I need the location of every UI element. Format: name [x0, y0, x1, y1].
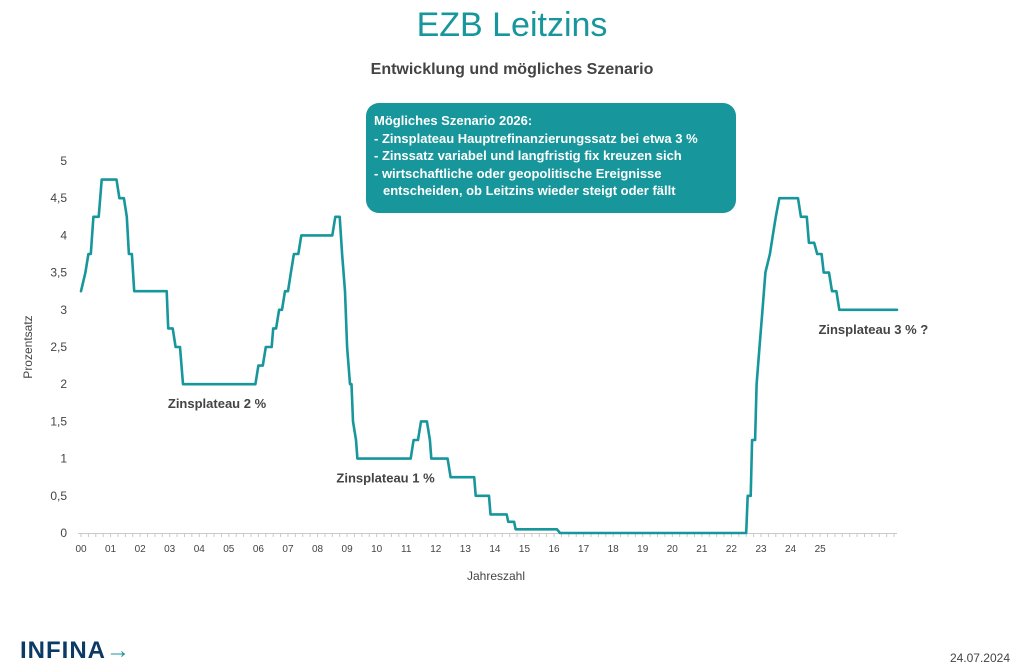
x-tick-label: 23	[755, 544, 767, 555]
x-tick-label: 11	[401, 544, 412, 555]
x-tick-label: 00	[75, 544, 87, 555]
scenario-callout: Mögliches Szenario 2026: - Zinsplateau H…	[366, 103, 736, 213]
publish-date: 24.07.2024	[949, 651, 1010, 665]
y-tick-label: 4,5	[50, 191, 67, 205]
x-tick-label: 01	[105, 544, 117, 555]
x-axis-label: Jahreszahl	[467, 569, 525, 583]
x-tick-label: 16	[548, 544, 560, 555]
x-tick-label: 07	[282, 544, 294, 555]
x-tick-label: 21	[696, 544, 708, 555]
x-tick-label: 17	[578, 544, 590, 555]
y-tick-label: 5	[60, 154, 67, 168]
y-tick-label: 4	[60, 228, 67, 242]
plateau-annotation: Zinsplateau 2 %	[168, 396, 267, 411]
x-tick-label: 12	[430, 544, 442, 555]
y-tick-label: 1,5	[50, 414, 67, 428]
y-tick-label: 0,5	[50, 489, 67, 503]
x-tick-label: 24	[785, 544, 797, 555]
y-axis-label: Prozentsatz	[21, 315, 35, 378]
x-tick-label: 15	[519, 544, 531, 555]
x-tick-label: 13	[460, 544, 472, 555]
leitzins-line	[79, 178, 899, 535]
y-axis-ticks: 0 0,5 1 1,5 2 2,5 3 3,5 4 4,5 5	[50, 154, 67, 540]
x-tick-label: 02	[135, 544, 147, 555]
scenario-line: - Zinsplateau Hauptrefinanzierungssatz b…	[374, 130, 698, 146]
x-tick-label: 19	[637, 544, 649, 555]
x-tick-label: 14	[489, 544, 501, 555]
chart-title: EZB Leitzins	[416, 6, 608, 44]
y-tick-label: 2	[60, 377, 67, 391]
x-tick-label: 25	[815, 544, 827, 555]
annotations-layer: Zinsplateau 2 % Zinsplateau 1 % Zinsplatea…	[168, 322, 928, 486]
x-tick-label: 05	[223, 544, 235, 555]
x-tick-label: 18	[608, 544, 620, 555]
y-tick-label: 3,5	[50, 266, 67, 280]
scenario-line: entscheiden, ob Leitzins wieder steigt o…	[383, 183, 676, 198]
x-tick-label: 06	[253, 544, 265, 555]
x-tick-label: 04	[194, 544, 206, 555]
y-tick-label: 2,5	[50, 340, 67, 354]
y-tick-label: 3	[60, 303, 67, 317]
x-tick-label: 20	[667, 544, 679, 555]
x-axis	[78, 533, 897, 537]
x-tick-label: 08	[312, 544, 324, 555]
y-tick-label: 1	[60, 452, 67, 466]
scenario-line: - Zinssatz variabel und langfristig fix …	[374, 148, 682, 163]
plateau-annotation: Zinsplateau 3 % ?	[818, 322, 928, 337]
plateau-annotation: Zinsplateau 1 %	[336, 471, 435, 486]
x-tick-label: 22	[726, 544, 738, 555]
x-axis-ticks: 00 01 02 03 04 05 06 07 08 09 10 11 12 13 14 15 16 17 18 19…	[75, 544, 826, 555]
x-tick-label: 09	[342, 544, 354, 555]
series-layer	[79, 178, 899, 535]
scenario-line: - wirtschaftliche oder geopolitische Ere…	[374, 165, 662, 181]
x-tick-label: 10	[371, 544, 383, 555]
infina-logo: INFINA→	[20, 637, 131, 664]
scenario-heading: Mögliches Szenario 2026:	[374, 113, 533, 128]
y-tick-label: 0	[60, 526, 67, 540]
x-tick-label: 03	[164, 544, 176, 555]
chart-subtitle: Entwicklung und mögliches Szenario	[370, 61, 654, 78]
